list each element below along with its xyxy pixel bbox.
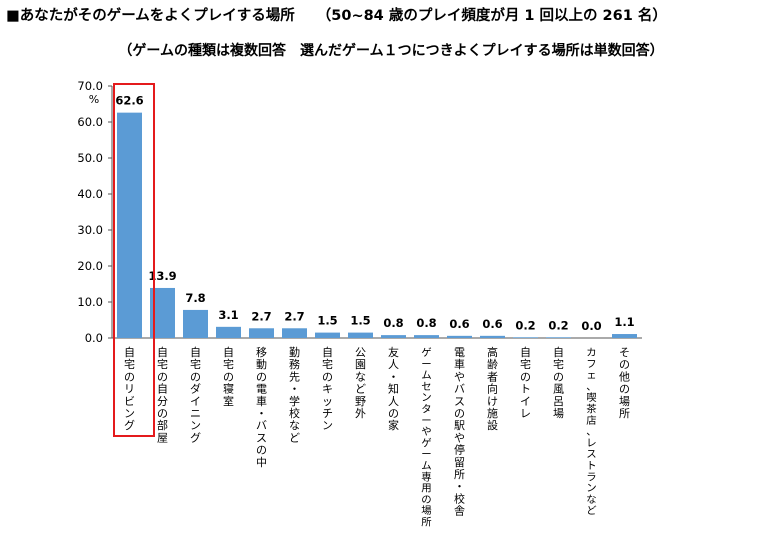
bar-value-label: 1.1: [614, 315, 634, 329]
bar-7: [315, 332, 340, 338]
y-tick-label: 50.0: [77, 151, 103, 165]
category-label: 高齢者向け施設: [487, 345, 498, 432]
y-tick-label: 40.0: [77, 187, 103, 201]
category-label: 自宅の寝室: [223, 346, 234, 408]
bar-value-label: 3.1: [218, 308, 238, 322]
bar-value-label: 1.5: [350, 314, 370, 328]
category-label: 移動の電車・バスの中: [256, 346, 267, 469]
bar-14: [546, 337, 571, 338]
bar-11: [447, 335, 472, 338]
category-label: ゲームセンターやゲーム専用の場所: [421, 347, 431, 529]
category-label: 自宅のトイレ: [520, 346, 531, 420]
bar-value-label: 0.0: [581, 319, 601, 333]
category-label: 電車やバスの駅や停留所・校舎: [454, 346, 465, 518]
category-label: カフェ、喫茶店、レストランなど: [586, 347, 597, 517]
bar-16: [612, 334, 637, 338]
category-label: 公園など野外: [355, 346, 366, 420]
bar-value-label: 2.7: [251, 309, 271, 323]
bar-8: [348, 332, 373, 338]
bar-value-label: 0.6: [482, 317, 502, 331]
y-tick-label: 0.0: [85, 331, 103, 345]
bar-value-label: 1.5: [317, 314, 337, 328]
y-tick-label: 70.0: [77, 79, 103, 93]
y-tick-label: 10.0: [77, 295, 103, 309]
chart-title-range: （50~84 歳のプレイ頻度が月 1 回以上の 261 名）: [316, 8, 667, 24]
y-tick-label: 60.0: [77, 115, 103, 129]
bar-12: [480, 335, 505, 338]
bar-9: [381, 335, 406, 338]
highlight-box: [113, 83, 155, 437]
category-label: 友人・知人の家: [388, 345, 399, 432]
y-tick-label: 30.0: [77, 223, 103, 237]
bar-value-label: 0.2: [515, 318, 535, 332]
chart-subtitle: （ゲームの種類は複数回答 選んだゲーム１つにつきよくプレイする場所は単数回答）: [118, 43, 664, 59]
category-label: 自宅の自分の部屋: [157, 346, 168, 444]
bar-value-label: 0.8: [416, 316, 436, 330]
bar-value-label: 0.2: [548, 318, 568, 332]
category-label: 勤務先・学校など: [289, 346, 300, 444]
bar-value-label: 0.8: [383, 316, 403, 330]
chart-title-main: ■あなたがそのゲームをよくプレイする場所: [6, 8, 295, 24]
bar-value-label: 2.7: [284, 309, 304, 323]
chart-title: ■あなたがそのゲームをよくプレイする場所 （50~84 歳のプレイ頻度が月 1 回…: [6, 4, 776, 26]
bar-value-label: 13.9: [148, 269, 176, 283]
category-label: 自宅のダイニング: [190, 346, 201, 444]
category-label: その他の場所: [619, 346, 630, 420]
category-label: 自宅のリビング: [124, 346, 135, 432]
y-tick-label: 20.0: [77, 259, 103, 273]
bar-6: [282, 328, 307, 338]
bar-10: [414, 335, 439, 338]
bar-13: [513, 337, 538, 338]
category-label: 自宅のキッチン: [322, 346, 333, 432]
bar-1: [117, 112, 142, 338]
y-axis-unit-label: %: [89, 93, 99, 106]
bar-5: [249, 328, 274, 338]
bar-value-label: 7.8: [185, 291, 205, 305]
bar-value-label: 0.6: [449, 317, 469, 331]
bar-4: [216, 326, 241, 338]
bar-value-label: 62.6: [115, 94, 143, 108]
bar-3: [183, 309, 208, 338]
category-label: 自宅の風呂場: [553, 346, 564, 420]
